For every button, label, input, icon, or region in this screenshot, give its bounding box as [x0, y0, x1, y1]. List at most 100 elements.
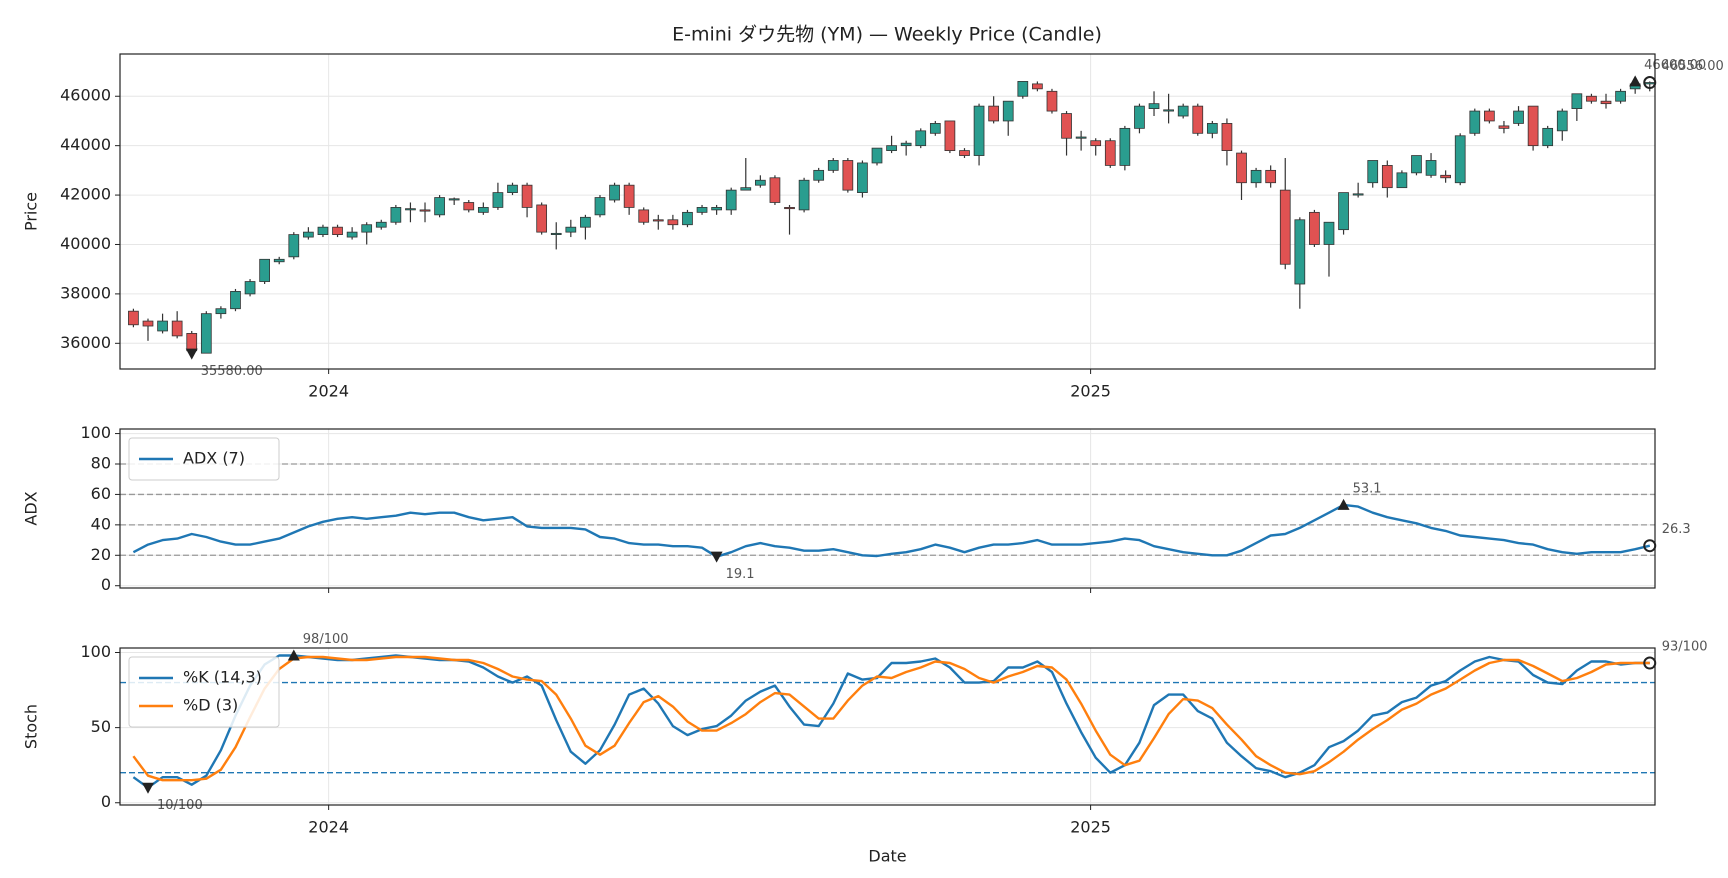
- y-tick-label: 44000: [60, 135, 111, 154]
- candle-body: [1119, 127, 1131, 166]
- candle-body: [1134, 105, 1145, 129]
- candle-body: [682, 211, 693, 226]
- y-tick-label: 36000: [60, 333, 111, 352]
- candle-body: [1454, 135, 1466, 184]
- annotation: 19.1: [726, 567, 755, 582]
- candle-body: [346, 231, 358, 238]
- y-tick-label: 80: [91, 453, 111, 472]
- candle-body: [740, 187, 752, 191]
- y-tick-label: 38000: [60, 283, 111, 302]
- annotation: 98/100: [303, 632, 349, 647]
- x-tick-label: 2024: [308, 818, 349, 837]
- candle-body: [332, 226, 343, 235]
- candle-body: [1177, 105, 1189, 117]
- legend-label: %K (14,3): [183, 668, 262, 687]
- candle-body: [623, 184, 635, 208]
- annotation: 53.1: [1353, 481, 1382, 496]
- legend-box: [128, 437, 280, 481]
- candle-body: [230, 291, 241, 310]
- candle-body: [1556, 110, 1568, 132]
- candle-body: [1338, 192, 1349, 231]
- annotation: 10/100: [157, 798, 203, 813]
- x-tick-label: 2024: [308, 382, 349, 401]
- candle-body: [390, 207, 402, 223]
- candle-body: [798, 179, 810, 211]
- candle-body: [1381, 165, 1393, 189]
- candle-body: [1469, 110, 1481, 134]
- candle-body: [215, 308, 227, 315]
- y-tick-label: 100: [80, 642, 111, 661]
- candle-body: [492, 192, 504, 208]
- candle-body: [507, 184, 518, 193]
- candle-body: [434, 197, 445, 216]
- candle-body: [1192, 105, 1204, 134]
- candle-body: [273, 258, 285, 263]
- candle-body: [259, 258, 270, 282]
- candle-body: [886, 145, 897, 152]
- annotation: 26.3: [1662, 522, 1691, 537]
- y-tick-label: 0: [101, 792, 111, 811]
- candle-body: [171, 320, 183, 337]
- candle-body: [594, 197, 606, 216]
- y-tick-label: 100: [80, 423, 111, 442]
- candle-body: [1250, 169, 1262, 184]
- candle-body: [1498, 125, 1510, 129]
- candle-body: [186, 333, 198, 352]
- candle-body: [1425, 160, 1437, 176]
- candle-body: [448, 198, 460, 201]
- y-tick-label: 40: [91, 514, 111, 533]
- annotation: 35580.00: [201, 364, 263, 379]
- y-axis-label: Stoch: [22, 704, 41, 749]
- candle-body: [375, 221, 387, 228]
- candle-body: [1484, 110, 1495, 122]
- candle-body: [405, 208, 416, 211]
- candle-body: [857, 162, 868, 194]
- candle-body: [580, 216, 591, 228]
- candle-body: [419, 209, 431, 212]
- y-tick-label: 40000: [60, 234, 111, 253]
- line-series: [132, 654, 1650, 789]
- candle-body: [565, 226, 577, 233]
- candle-body: [128, 310, 139, 326]
- plot-frame: [119, 428, 1656, 589]
- candle-body: [1206, 123, 1218, 134]
- candle-body: [1440, 174, 1451, 179]
- candle-body: [1163, 109, 1174, 112]
- annotation: 46600.00: [1644, 58, 1706, 73]
- annotation: 93/100: [1662, 640, 1708, 655]
- candle-body: [1352, 193, 1364, 196]
- x-tick-label: 2025: [1070, 382, 1111, 401]
- candle-body: [1090, 140, 1102, 147]
- candle-body: [1644, 82, 1656, 85]
- candle-body: [988, 105, 1000, 122]
- candle-body: [1294, 219, 1306, 285]
- candle-body: [1323, 221, 1335, 245]
- candle-body: [842, 160, 854, 191]
- legend-box: [128, 656, 280, 728]
- candle-body: [915, 130, 927, 147]
- candle-body: [725, 189, 737, 211]
- candle-body: [1411, 155, 1422, 174]
- candle-body: [1075, 136, 1087, 139]
- candle-body: [142, 320, 154, 327]
- candle-body: [361, 224, 373, 233]
- legend-label: ADX (7): [183, 449, 245, 468]
- candle-body: [1017, 81, 1029, 97]
- y-tick-label: 20: [91, 545, 111, 564]
- candle-body: [827, 160, 839, 171]
- plot-frame: [119, 53, 1656, 370]
- candle-body: [1279, 189, 1291, 265]
- candle-body: [288, 234, 300, 258]
- candle-body: [1527, 105, 1539, 147]
- candle-body: [1061, 113, 1072, 139]
- candle-body: [1600, 100, 1612, 105]
- candle-body: [711, 207, 722, 211]
- candle-body: [1046, 90, 1058, 112]
- candle-body: [244, 281, 256, 295]
- candle-body: [1571, 93, 1583, 110]
- y-tick-label: 0: [101, 575, 111, 594]
- y-tick-label: 42000: [60, 185, 111, 204]
- y-axis-label: ADX: [22, 491, 41, 525]
- candle-body: [652, 219, 664, 222]
